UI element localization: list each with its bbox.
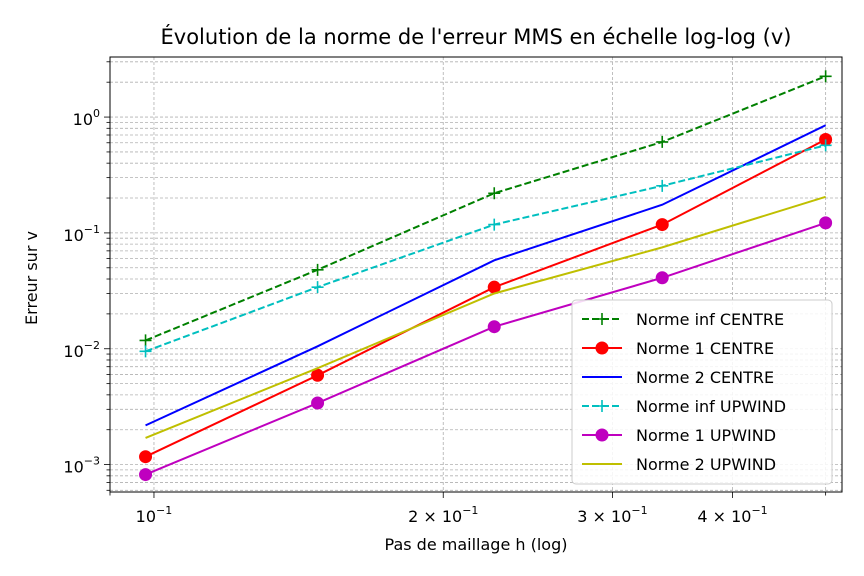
data-point	[655, 218, 669, 232]
y-tick-label: 10−2	[63, 339, 100, 361]
legend-label: Norme 1 CENTRE	[636, 339, 774, 358]
data-point	[487, 320, 501, 334]
axes-frame	[109, 56, 843, 493]
data-point	[311, 368, 325, 382]
axis-ticks: 10−1 2 × 10−1 3 × 10−1 4 × 10−1 10−3 10−2 10−1…	[63, 61, 827, 526]
y-tick-label: 10−3	[63, 455, 100, 477]
y-tick-label: 100	[73, 107, 100, 129]
data-point	[819, 216, 833, 230]
series-5	[139, 216, 833, 482]
x-tick-label: 2 × 10−1	[408, 504, 478, 526]
plot-area	[139, 70, 833, 482]
legend: Norme inf CENTRE Norme 1 CENTRE Norme 2 CE…	[571, 299, 833, 485]
y-axis-label: Erreur sur v	[22, 231, 41, 325]
y-tick-label: 10−1	[63, 223, 100, 245]
series-line	[145, 195, 826, 439]
x-tick-label: 10−1	[136, 504, 173, 526]
data-point	[311, 396, 325, 410]
legend-marker	[596, 400, 608, 412]
legend-entry: Norme 2 UPWIND	[582, 455, 776, 474]
data-point	[655, 271, 669, 285]
data-point	[139, 345, 152, 358]
series-1	[139, 70, 832, 347]
data-point	[139, 334, 152, 347]
data-point	[311, 263, 324, 276]
legend-label: Norme 2 CENTRE	[636, 368, 774, 387]
legend-marker	[595, 428, 609, 442]
data-point	[819, 70, 832, 83]
series-6	[145, 195, 826, 439]
data-point	[311, 281, 324, 294]
legend-entry: Norme inf UPWIND	[582, 397, 786, 416]
legend-entry: Norme 1 CENTRE	[582, 339, 774, 358]
legend-box	[571, 299, 833, 485]
chart-title: Évolution de la norme de l'erreur MMS en…	[161, 24, 792, 49]
legend-marker	[596, 313, 608, 325]
data-point	[139, 450, 153, 464]
x-axis-label: Pas de maillage h (log)	[385, 535, 568, 554]
legend-entry: Norme 2 CENTRE	[582, 368, 774, 387]
data-point	[656, 135, 669, 148]
data-point	[819, 139, 832, 152]
data-point	[488, 187, 501, 200]
legend-marker	[595, 341, 609, 355]
legend-label: Norme inf CENTRE	[636, 310, 784, 329]
series-2	[139, 133, 833, 464]
data-point	[488, 218, 501, 231]
series-line	[145, 75, 827, 342]
legend-label: Norme 1 UPWIND	[636, 426, 776, 445]
x-tick-label: 3 × 10−1	[577, 504, 647, 526]
legend-entry: Norme 1 UPWIND	[582, 426, 776, 445]
series-4	[139, 139, 832, 358]
data-point	[139, 468, 153, 482]
series-3	[145, 124, 827, 427]
data-point	[656, 179, 669, 192]
legend-entry: Norme inf CENTRE	[582, 310, 784, 329]
series-line	[145, 124, 827, 427]
x-tick-label: 4 × 10−1	[697, 504, 767, 526]
legend-label: Norme 2 UPWIND	[636, 455, 776, 474]
legend-label: Norme inf UPWIND	[636, 397, 786, 416]
